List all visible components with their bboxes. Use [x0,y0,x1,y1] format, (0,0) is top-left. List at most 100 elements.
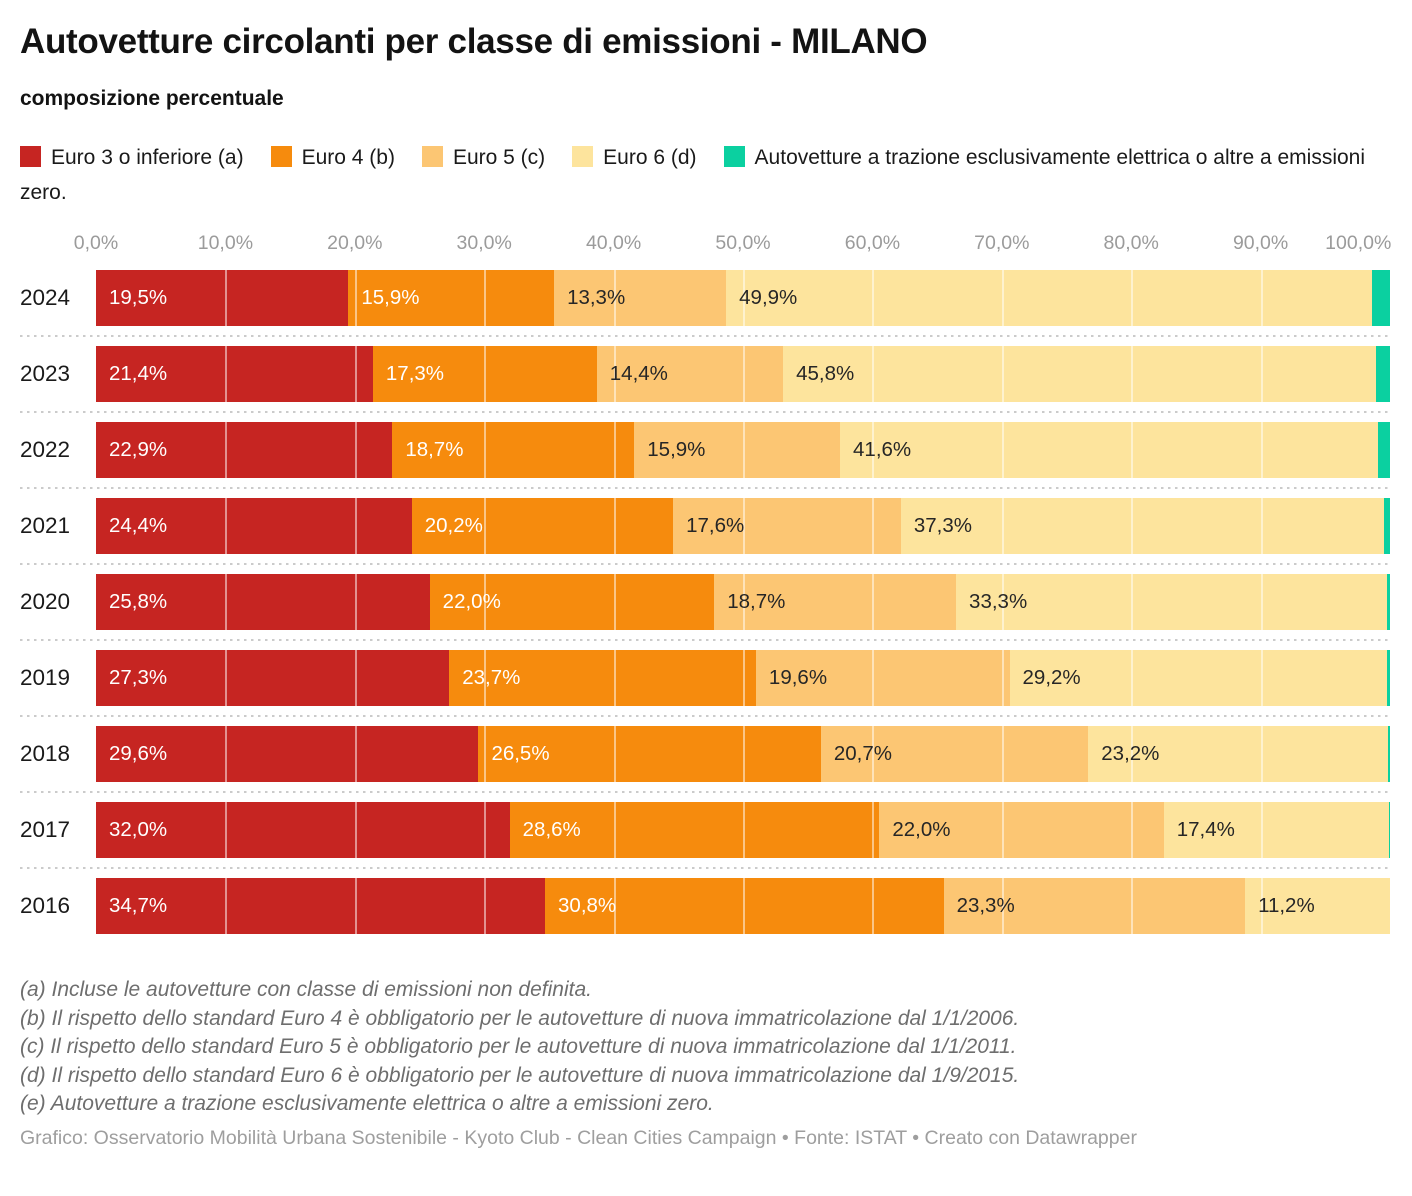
legend-item-4: Autovetture a trazione esclusivamente el… [20,146,1365,204]
bar-value-label: 27,3% [109,666,168,689]
year-label: 2018 [20,741,71,766]
axis-tick-label: 100,0% [1325,232,1392,254]
row-separator [20,487,1390,489]
year-label: 2016 [20,893,71,918]
bar-track: 21,4% 17,3% 14,4% 45,8% [96,346,1390,402]
year-label: 2021 [20,513,71,538]
axis-tick-label: 50,0% [715,232,771,254]
row-separator [20,335,1390,337]
bar-value-label: 19,5% [109,286,168,309]
row-separator [20,563,1390,565]
bar-segment-series-2: 14,4% [596,346,784,402]
bar-segment-series-2: 19,6% [755,650,1010,706]
bar-segment-series-1: 30,8% [545,878,944,934]
bar-segment-series-1: 26,5% [478,726,821,782]
bar-segment-series-1: 23,7% [449,650,756,706]
bar-segment-series-4 [1386,574,1390,630]
bar-value-label: 22,9% [109,438,168,461]
chart-page: Autovetture circolanti per classe di emi… [0,22,1412,1150]
bar-value-label: 28,6% [522,818,581,841]
bar-segment-series-2: 20,7% [820,726,1089,782]
bar-segment-series-4 [1387,650,1390,706]
axis-tick-label: 90,0% [1232,232,1289,254]
bar-value-label: 22,0% [442,590,501,613]
axis-tick-label: 60,0% [844,232,901,254]
bar-segment-series-1: 28,6% [509,802,880,858]
bar-track: 34,7% 30,8% 23,3% 11,2% [96,878,1390,934]
legend-label: Euro 4 (b) [301,146,395,169]
bar-segment-series-0: 24,4% [96,498,412,554]
legend: Euro 3 o inferiore (a) Euro 4 (b) Euro 5 (… [20,140,1390,210]
bar-segment-series-4 [1388,802,1390,858]
legend-swatch-icon [421,146,443,167]
bar-row-2023: 2023 21,4% 17,3% 14,4% 45,8% [20,346,1390,402]
row-separator [20,867,1390,869]
bar-segment-series-2: 15,9% [634,422,841,478]
bar-value-label: 32,0% [109,818,168,841]
bar-row-2022: 2022 22,9% 18,7% 15,9% 41,6% [20,422,1390,478]
bar-segment-series-3: 11,2% [1245,878,1390,934]
bar-segment-series-3: 37,3% [900,498,1384,554]
bar-value-label: 17,3% [385,362,445,385]
bar-value-label: 19,6% [768,666,828,689]
bar-value-label: 30,8% [558,894,617,917]
bar-value-label: 14,4% [609,362,668,385]
footnote-line-4: (e) Autovetture a trazione esclusivament… [20,1092,714,1115]
bar-segment-series-0: 22,9% [96,422,393,478]
bar-value-label: 20,7% [833,742,892,765]
bar-row-2018: 2018 29,6% 26,5% 20,7% 23,2% [20,726,1390,782]
source-footer: Grafico: Osservatorio Mobilità Urbana So… [20,1126,1137,1149]
bar-segment-series-2: 23,3% [943,878,1246,934]
bar-value-label: 17,4% [1176,818,1235,841]
chart-title: Autovetture circolanti per classe di emi… [20,22,928,61]
bar-value-label: 15,9% [647,438,706,461]
bar-value-label: 26,5% [491,742,550,765]
row-separator [20,411,1390,413]
bar-value-label: 18,7% [405,438,464,461]
bar-segment-series-2: 18,7% [714,574,957,630]
year-label: 2019 [20,665,71,690]
bar-value-label: 23,3% [956,894,1015,917]
bar-segment-series-4 [1375,346,1390,402]
row-separator [20,715,1390,717]
bar-value-label: 11,2% [1258,894,1315,917]
bar-segment-series-1: 15,9% [348,270,555,326]
bar-segment-series-3: 33,3% [956,574,1387,630]
bar-segment-series-1: 17,3% [372,346,597,402]
bar-track: 32,0% 28,6% 22,0% 17,4% [96,802,1390,858]
legend-label: Autovetture a trazione esclusivamente el… [20,146,1366,204]
bar-segment-series-0: 19,5% [96,270,349,326]
bar-segment-series-4 [1383,498,1390,554]
bar-segment-series-2: 13,3% [554,270,727,326]
bar-segment-series-3: 29,2% [1009,650,1388,706]
axis-tick-label: 10,0% [197,232,254,254]
legend-swatch-icon [270,146,292,167]
bar-value-label: 37,3% [913,514,972,537]
axis-tick-label: 70,0% [974,232,1030,254]
bar-segment-series-3: 17,4% [1163,802,1389,858]
bar-track: 24,4% 20,2% 17,6% 37,3% [96,498,1390,554]
bar-track: 22,9% 18,7% 15,9% 41,6% [96,422,1390,478]
bar-segment-series-0: 21,4% [96,346,373,402]
bar-rows: 2024 19,5% 15,9% 13,3% 49,9% 2023 21,4% 17,3% 14… [20,270,1390,934]
bar-value-label: 49,9% [739,286,798,309]
axis-tick-label: 80,0% [1103,232,1159,254]
bar-segment-series-0: 34,7% [96,878,546,934]
bar-value-label: 24,4% [109,514,168,537]
bar-track: 27,3% 23,7% 19,6% 29,2% [96,650,1390,706]
bar-segment-series-2: 17,6% [673,498,901,554]
bar-segment-series-4 [1388,726,1390,782]
year-label: 2024 [20,285,71,310]
year-label: 2020 [20,589,71,614]
legend-label: Euro 3 o inferiore (a) [51,146,244,169]
legend-item-0: Euro 3 o inferiore (a) [20,146,244,169]
x-axis: 0,0% 10,0% 20,0% 30,0% 40,0% 50,0% 60,0% 70,0% 8… [74,232,1392,258]
legend-swatch-icon [572,146,594,167]
bar-value-label: 22,0% [892,818,951,841]
legend-item-2: Euro 5 (c) [421,146,545,169]
bar-value-label: 20,2% [424,514,483,537]
footnote-line-1: (b) Il rispetto dello standard Euro 4 è … [20,1006,1020,1030]
bar-value-label: 13,3% [567,286,626,309]
bar-row-2019: 2019 27,3% 23,7% 19,6% 29,2% [20,650,1390,706]
axis-tick-label: 20,0% [327,232,383,254]
